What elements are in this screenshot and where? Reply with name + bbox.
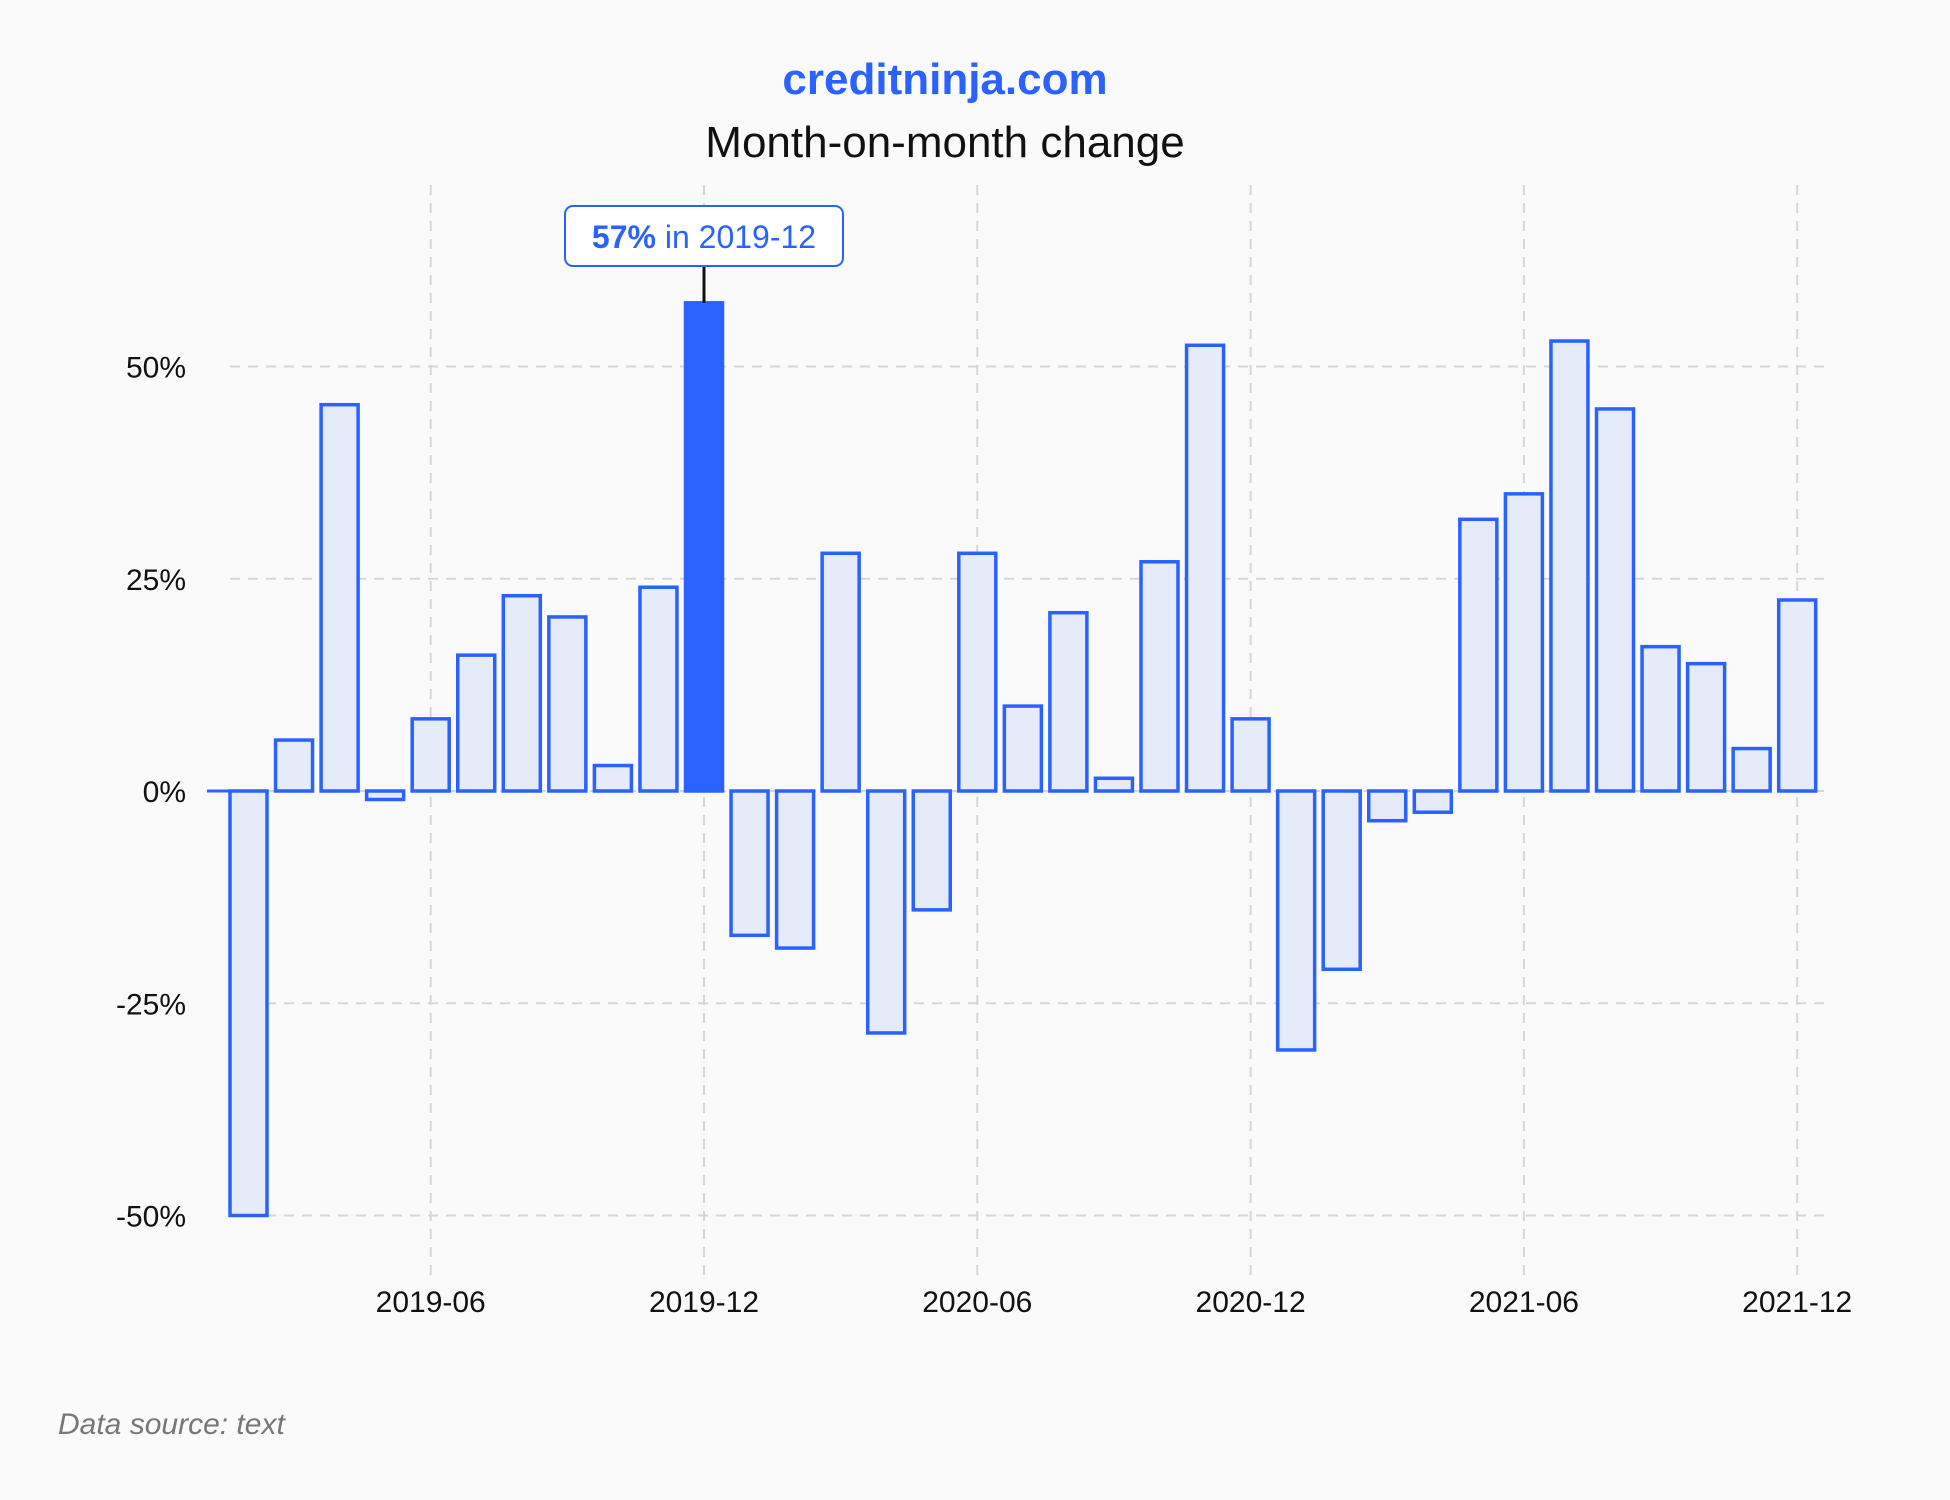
bar xyxy=(1367,789,1408,823)
bar xyxy=(501,593,543,793)
bar xyxy=(729,789,770,938)
bar xyxy=(1458,517,1499,793)
y-tick-label: -50% xyxy=(116,1201,186,1234)
y-tick-label: 25% xyxy=(126,564,186,597)
annotation-label: in 2019-12 xyxy=(656,219,816,255)
y-tick-label: 50% xyxy=(126,352,186,385)
bar xyxy=(865,789,907,1035)
bar xyxy=(1412,789,1454,814)
x-tick-label: 2021-12 xyxy=(1742,1286,1852,1319)
bar xyxy=(1549,339,1590,793)
x-tick-label: 2019-12 xyxy=(649,1286,759,1319)
highlight-annotation: 57% in 2019-12 xyxy=(564,205,844,303)
bar xyxy=(1048,610,1089,793)
bar xyxy=(1503,492,1545,793)
bar xyxy=(1002,704,1044,793)
bar-highlighted xyxy=(683,301,725,793)
data-source-note: Data source: text xyxy=(58,1408,286,1441)
annotation-box xyxy=(564,205,844,267)
bar xyxy=(1275,789,1317,1052)
y-tick-label: 0% xyxy=(143,776,186,809)
axis-labels: 50% 25% 0% -25% -50% 2019-06 2019-12 2020-06 202… xyxy=(116,352,1852,1320)
x-tick-label: 2019-06 xyxy=(376,1286,486,1319)
x-tick-label: 2020-06 xyxy=(922,1286,1032,1319)
bar xyxy=(1321,789,1362,972)
bar xyxy=(319,402,360,793)
bar xyxy=(410,717,451,793)
annotation-text: 57% in 2019-12 xyxy=(592,219,816,255)
bar xyxy=(1594,407,1636,793)
bar xyxy=(456,653,497,793)
annotation-value: 57% xyxy=(592,219,656,255)
bar xyxy=(1731,746,1772,793)
bar xyxy=(1184,343,1226,793)
x-tick-label: 2021-06 xyxy=(1469,1286,1579,1319)
bar xyxy=(638,585,679,793)
bar xyxy=(1230,717,1271,793)
x-tick-label: 2020-12 xyxy=(1196,1286,1306,1319)
y-tick-label: -25% xyxy=(116,988,186,1021)
bar xyxy=(1685,661,1727,793)
bar xyxy=(228,789,269,1218)
bar xyxy=(547,615,588,793)
bar xyxy=(1640,644,1681,793)
chart-title: Month-on-month change xyxy=(705,118,1184,167)
bar xyxy=(364,789,406,802)
bar xyxy=(1776,598,1818,793)
bar xyxy=(592,763,634,793)
bar xyxy=(1093,776,1135,793)
bars xyxy=(228,301,1818,1218)
bar xyxy=(1139,560,1180,793)
bar xyxy=(273,738,315,793)
bar xyxy=(774,789,816,950)
bar xyxy=(911,789,952,912)
brand-title: creditninja.com xyxy=(782,55,1107,104)
bar xyxy=(820,551,861,793)
bar xyxy=(957,551,998,793)
